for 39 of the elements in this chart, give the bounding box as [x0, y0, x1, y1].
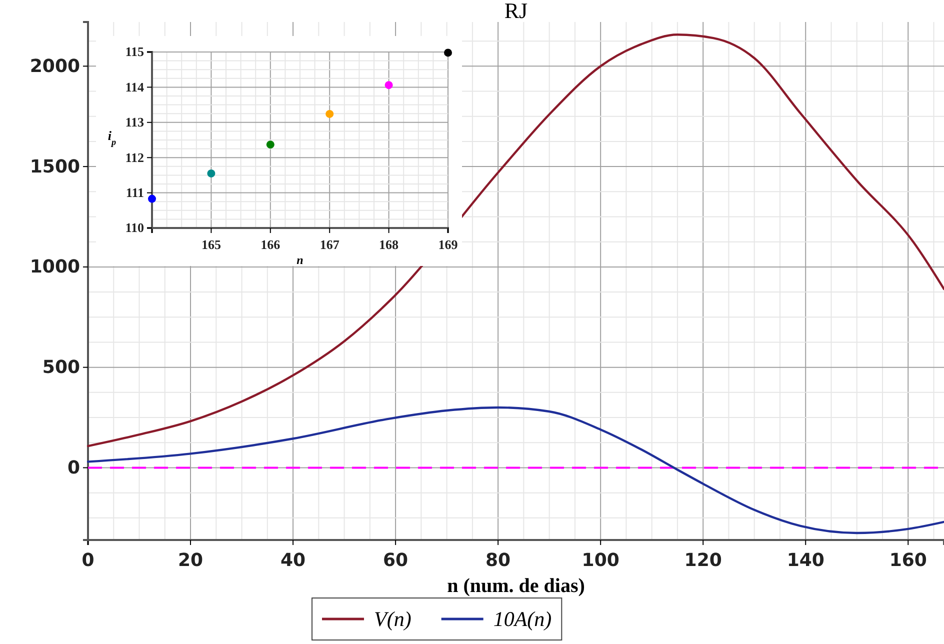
y-tick-label: 111 [126, 184, 144, 200]
y-axis-title: i$_{p}$ [108, 128, 117, 147]
x-tick-label: 166 [260, 237, 281, 252]
x-axis-title: n (num. de dias) [447, 575, 585, 597]
y-tick-label: 1000 [30, 256, 80, 278]
y-tick-label: 110 [125, 220, 144, 236]
y-tick-label: 113 [125, 114, 144, 130]
point [207, 169, 216, 178]
y-tick-label: 500 [42, 357, 80, 378]
x-tick-label: 120 [684, 550, 722, 571]
legend-label: 10A(n) [493, 607, 552, 631]
point [444, 48, 452, 57]
x-tick-label: 160 [889, 550, 927, 571]
x-axis-title: n [296, 253, 304, 267]
x-tick-label: 169 [438, 237, 458, 252]
x-tick-label: 167 [320, 237, 340, 252]
x-tick-label: 165 [201, 237, 222, 252]
y-tick-label: 1500 [30, 156, 80, 178]
point [266, 140, 274, 149]
x-tick-label: 140 [786, 550, 824, 571]
line-series [86, 406, 944, 534]
y-tick-label: 115 [125, 44, 144, 60]
line-series [86, 34, 944, 448]
x-tick-label: 168 [379, 237, 400, 252]
x-tick-label: 40 [280, 550, 306, 571]
point [326, 110, 334, 118]
y-tick-label: 112 [125, 150, 144, 165]
chart-title: RJ [504, 0, 528, 23]
y-tick-label: 2000 [30, 56, 80, 77]
legend-label: V(n) [374, 607, 412, 631]
x-tick-label: 0 [82, 550, 94, 571]
x-tick-label: 80 [486, 550, 511, 571]
x-tick-label: 20 [178, 550, 204, 571]
y-tick-label: 114 [125, 79, 144, 94]
point [148, 194, 156, 203]
y-tick-label: 0 [67, 457, 80, 478]
x-tick-label: 100 [582, 550, 620, 571]
x-tick-label: 60 [383, 550, 408, 571]
point [384, 81, 393, 90]
